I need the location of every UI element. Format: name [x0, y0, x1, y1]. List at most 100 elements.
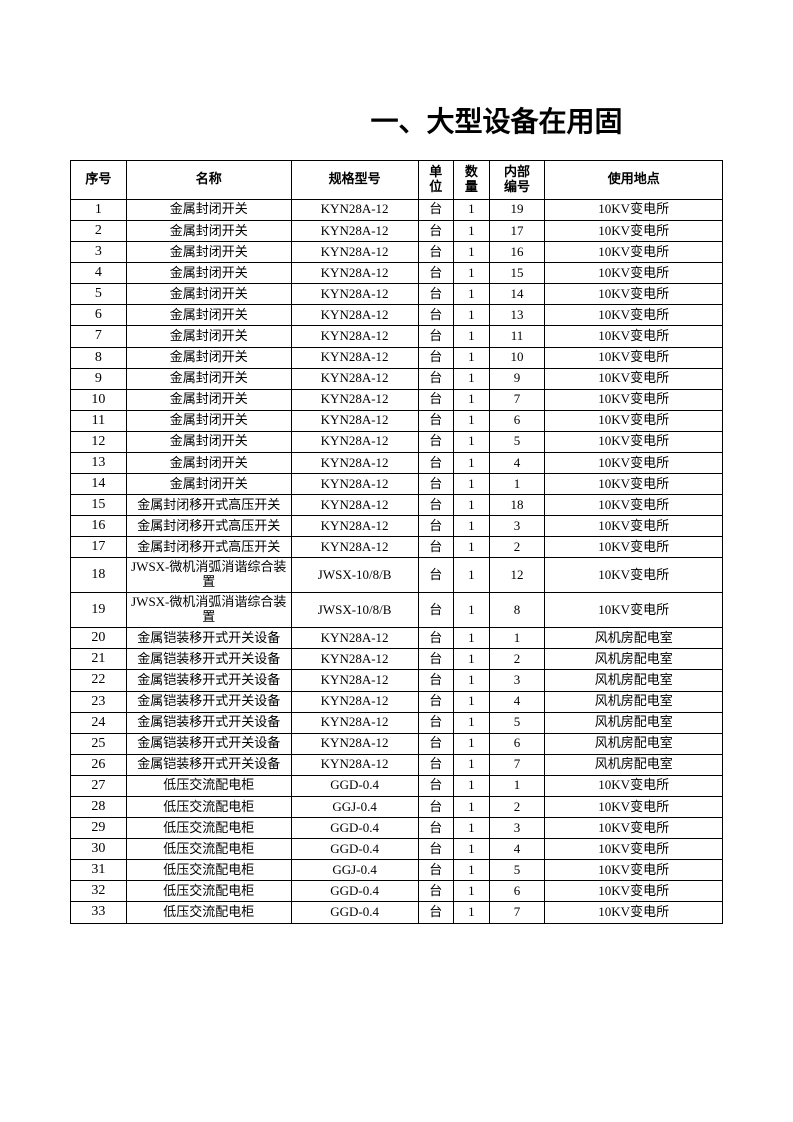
- cell-name: 金属铠装移开式开关设备: [126, 691, 291, 712]
- cell-name: 金属封闭开关: [126, 242, 291, 263]
- cell-loc: 10KV变电所: [545, 389, 723, 410]
- cell-name: 金属封闭开关: [126, 453, 291, 474]
- cell-code: 2: [489, 649, 545, 670]
- cell-qty: 1: [454, 305, 490, 326]
- cell-name: 低压交流配电柜: [126, 881, 291, 902]
- cell-loc: 10KV变电所: [545, 368, 723, 389]
- cell-seq: 3: [71, 242, 127, 263]
- cell-seq: 9: [71, 368, 127, 389]
- cell-spec: KYN28A-12: [291, 242, 418, 263]
- cell-unit: 台: [418, 902, 454, 923]
- cell-loc: 风机房配电室: [545, 712, 723, 733]
- table-row: 24金属铠装移开式开关设备KYN28A-12台15风机房配电室: [71, 712, 723, 733]
- header-seq: 序号: [71, 161, 127, 200]
- cell-loc: 风机房配电室: [545, 649, 723, 670]
- cell-seq: 21: [71, 649, 127, 670]
- cell-spec: KYN28A-12: [291, 537, 418, 558]
- cell-qty: 1: [454, 818, 490, 839]
- cell-qty: 1: [454, 558, 490, 593]
- table-row: 27低压交流配电柜GGD-0.4台1110KV变电所: [71, 775, 723, 796]
- cell-spec: JWSX-10/8/B: [291, 558, 418, 593]
- table-row: 26金属铠装移开式开关设备KYN28A-12台17风机房配电室: [71, 754, 723, 775]
- cell-unit: 台: [418, 670, 454, 691]
- cell-qty: 1: [454, 860, 490, 881]
- cell-name: 金属铠装移开式开关设备: [126, 733, 291, 754]
- cell-unit: 台: [418, 474, 454, 495]
- cell-loc: 10KV变电所: [545, 474, 723, 495]
- cell-code: 7: [489, 902, 545, 923]
- cell-spec: GGD-0.4: [291, 902, 418, 923]
- cell-code: 7: [489, 754, 545, 775]
- table-row: 15金属封闭移开式高压开关KYN28A-12台11810KV变电所: [71, 495, 723, 516]
- table-row: 33低压交流配电柜GGD-0.4台1710KV变电所: [71, 902, 723, 923]
- cell-loc: 10KV变电所: [545, 347, 723, 368]
- cell-loc: 10KV变电所: [545, 902, 723, 923]
- cell-spec: GGD-0.4: [291, 818, 418, 839]
- cell-spec: KYN28A-12: [291, 263, 418, 284]
- cell-spec: KYN28A-12: [291, 516, 418, 537]
- table-row: 10金属封闭开关KYN28A-12台1710KV变电所: [71, 389, 723, 410]
- table-row: 16金属封闭移开式高压开关KYN28A-12台1310KV变电所: [71, 516, 723, 537]
- cell-seq: 16: [71, 516, 127, 537]
- header-code: 内部编号: [489, 161, 545, 200]
- cell-unit: 台: [418, 796, 454, 817]
- cell-loc: 10KV变电所: [545, 558, 723, 593]
- cell-loc: 10KV变电所: [545, 431, 723, 452]
- cell-seq: 6: [71, 305, 127, 326]
- cell-seq: 4: [71, 263, 127, 284]
- cell-spec: KYN28A-12: [291, 220, 418, 241]
- cell-loc: 10KV变电所: [545, 199, 723, 220]
- cell-name: 低压交流配电柜: [126, 796, 291, 817]
- cell-qty: 1: [454, 431, 490, 452]
- table-row: 14金属封闭开关KYN28A-12台1110KV变电所: [71, 474, 723, 495]
- cell-seq: 25: [71, 733, 127, 754]
- cell-unit: 台: [418, 628, 454, 649]
- cell-unit: 台: [418, 712, 454, 733]
- table-row: 1金属封闭开关KYN28A-12台11910KV变电所: [71, 199, 723, 220]
- cell-loc: 10KV变电所: [545, 453, 723, 474]
- cell-name: 金属封闭开关: [126, 347, 291, 368]
- cell-name: 金属铠装移开式开关设备: [126, 670, 291, 691]
- table-row: 19JWSX-微机消弧消谐综合装置JWSX-10/8/B台1810KV变电所: [71, 593, 723, 628]
- cell-name: JWSX-微机消弧消谐综合装置: [126, 593, 291, 628]
- cell-seq: 2: [71, 220, 127, 241]
- cell-spec: KYN28A-12: [291, 474, 418, 495]
- cell-unit: 台: [418, 495, 454, 516]
- cell-seq: 5: [71, 284, 127, 305]
- cell-qty: 1: [454, 537, 490, 558]
- cell-unit: 台: [418, 199, 454, 220]
- cell-qty: 1: [454, 670, 490, 691]
- cell-unit: 台: [418, 593, 454, 628]
- cell-code: 3: [489, 516, 545, 537]
- cell-qty: 1: [454, 775, 490, 796]
- cell-qty: 1: [454, 326, 490, 347]
- cell-name: 金属封闭开关: [126, 368, 291, 389]
- table-row: 29低压交流配电柜GGD-0.4台1310KV变电所: [71, 818, 723, 839]
- table-row: 17金属封闭移开式高压开关KYN28A-12台1210KV变电所: [71, 537, 723, 558]
- cell-code: 8: [489, 593, 545, 628]
- cell-unit: 台: [418, 389, 454, 410]
- cell-qty: 1: [454, 368, 490, 389]
- cell-code: 6: [489, 881, 545, 902]
- header-unit: 单位: [418, 161, 454, 200]
- cell-qty: 1: [454, 796, 490, 817]
- cell-qty: 1: [454, 410, 490, 431]
- cell-unit: 台: [418, 368, 454, 389]
- header-spec: 规格型号: [291, 161, 418, 200]
- cell-unit: 台: [418, 347, 454, 368]
- cell-loc: 10KV变电所: [545, 220, 723, 241]
- cell-loc: 10KV变电所: [545, 593, 723, 628]
- cell-name: 金属封闭开关: [126, 326, 291, 347]
- cell-seq: 27: [71, 775, 127, 796]
- cell-unit: 台: [418, 453, 454, 474]
- cell-name: 金属封闭开关: [126, 305, 291, 326]
- cell-spec: KYN28A-12: [291, 199, 418, 220]
- cell-loc: 10KV变电所: [545, 860, 723, 881]
- cell-spec: KYN28A-12: [291, 495, 418, 516]
- cell-unit: 台: [418, 733, 454, 754]
- table-row: 9金属封闭开关KYN28A-12台1910KV变电所: [71, 368, 723, 389]
- cell-name: 金属封闭开关: [126, 389, 291, 410]
- cell-code: 5: [489, 431, 545, 452]
- cell-qty: 1: [454, 733, 490, 754]
- cell-qty: 1: [454, 389, 490, 410]
